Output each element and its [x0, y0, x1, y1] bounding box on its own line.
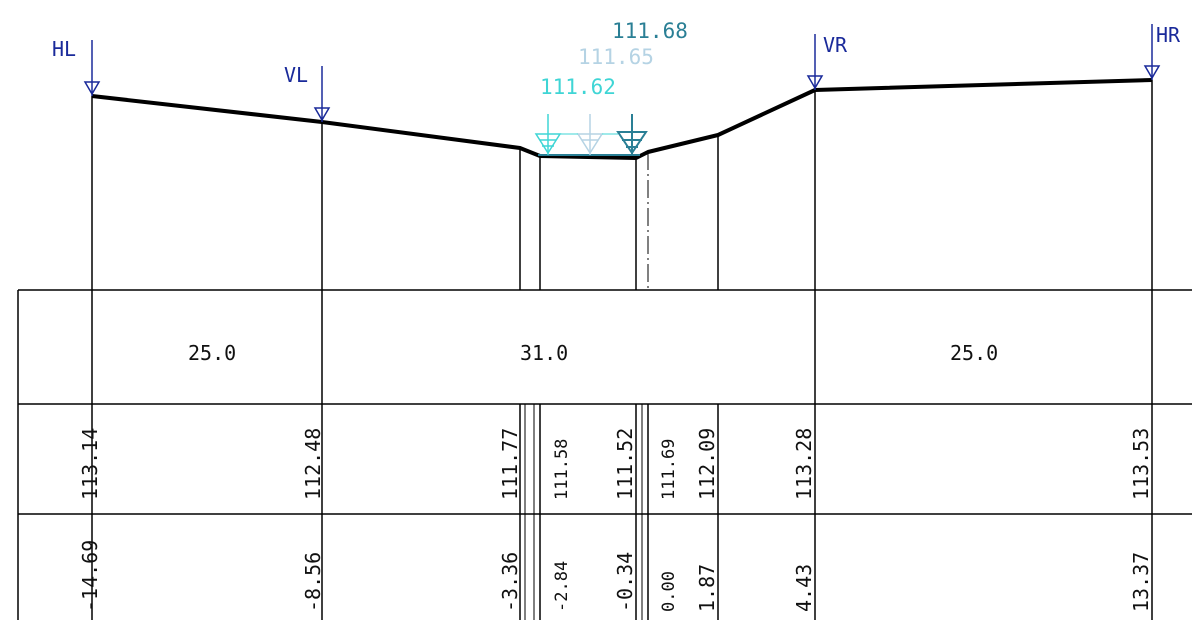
elevation-cell: 111.58: [552, 439, 572, 500]
offset-cell: -3.36: [498, 552, 522, 612]
elevation-cell: 111.69: [659, 439, 679, 500]
marker-hr: [1143, 24, 1161, 80]
offset-cell: 4.43: [792, 564, 816, 612]
offset-cell: -2.84: [552, 561, 572, 612]
marker-hl: [83, 40, 101, 96]
water-level-symbol-111-62: [534, 114, 562, 155]
marker-vl: [313, 66, 331, 122]
elevation-cell: 113.14: [78, 428, 102, 500]
water-level-symbol-111-68: [616, 114, 648, 155]
elevation-cell: 112.48: [301, 428, 325, 500]
offset-cell: -8.56: [301, 552, 325, 612]
offset-cell: 0.00: [659, 571, 679, 612]
elevation-cell: 113.53: [1129, 428, 1153, 500]
marker-label-hr: HR: [1156, 23, 1181, 47]
offset-cell: -0.34: [613, 552, 637, 612]
water-level-label-111-68: 111.68: [612, 19, 688, 43]
elevation-cell: 112.09: [695, 428, 719, 500]
data-table-grid: [17, 289, 1192, 620]
spacing-cell: 31.0: [520, 341, 568, 365]
terrain-profile-line: [91, 78, 1153, 160]
offset-cell: 13.37: [1129, 552, 1153, 612]
elevation-cell: 113.28: [792, 428, 816, 500]
marker-label-vl: VL: [284, 63, 308, 87]
spacing-cell: 25.0: [188, 341, 236, 365]
station-lines: [91, 80, 1153, 290]
water-level-label-111-65: 111.65: [578, 45, 654, 69]
water-level-label-111-62: 111.62: [540, 75, 616, 99]
offset-cell: 1.87: [695, 564, 719, 612]
water-level-symbol-111-65: [576, 114, 604, 155]
marker-label-hl: HL: [52, 37, 76, 61]
spacing-cell: 25.0: [950, 341, 998, 365]
elevation-cell: 111.77: [498, 428, 522, 500]
marker-vr: [806, 34, 824, 90]
offset-cell: -14.69: [78, 540, 102, 612]
marker-label-vr: VR: [823, 33, 848, 57]
elevation-cell: 111.52: [613, 428, 637, 500]
